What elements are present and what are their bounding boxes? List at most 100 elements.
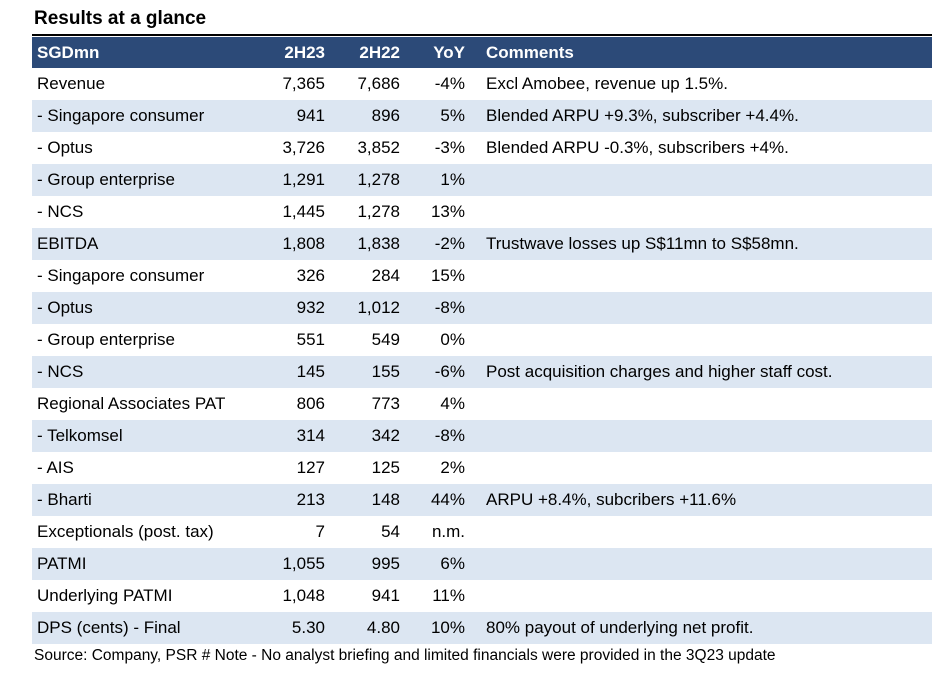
- cell-2h23: 1,808: [282, 234, 325, 253]
- cell-2h22: 148: [371, 490, 400, 509]
- cell-2h22: 549: [371, 330, 400, 349]
- cell-comment: Post acquisition charges and higher staf…: [486, 362, 833, 381]
- cell-2h23: 326: [296, 266, 325, 285]
- cell-yoy: 5%: [440, 106, 465, 125]
- cell-2h23: 1,048: [282, 586, 325, 605]
- cell-yoy: 4%: [440, 394, 465, 413]
- table-row: - Telkomsel 314 342 -8%: [32, 420, 932, 452]
- header-yoy: YoY: [433, 42, 465, 62]
- table-row: - NCS 145 155 -6% Post acquisition charges a…: [32, 356, 932, 388]
- cell-yoy: -2%: [434, 234, 465, 253]
- cell-comment: [471, 452, 932, 484]
- cell-comment: [471, 196, 932, 228]
- cell-comment: [471, 324, 932, 356]
- cell-2h22: 896: [371, 106, 400, 125]
- cell-comment: Blended ARPU -0.3%, subscribers +4%.: [486, 138, 789, 157]
- cell-2h22: 7,686: [357, 74, 400, 93]
- cell-2h23: 941: [296, 106, 325, 125]
- row-label: DPS (cents) - Final: [37, 618, 181, 637]
- row-label: - AIS: [37, 458, 74, 477]
- table-row: - Singapore consumer 941 896 5% Blended ARPU…: [32, 100, 932, 132]
- table-header-row: SGDmn 2H23 2H22 YoY Comments: [32, 37, 932, 68]
- table-body: Revenue 7,365 7,686 -4% Excl Amobee, revenue…: [32, 68, 932, 644]
- source-note: Source: Company, PSR # Note - No analyst…: [34, 647, 776, 664]
- cell-comment: Trustwave losses up S$11mn to S$58mn.: [486, 234, 799, 253]
- row-label: - Telkomsel: [37, 426, 123, 445]
- cell-2h23: 7: [315, 522, 325, 541]
- table-row: DPS (cents) - Final 5.30 4.80 10% 80% payout…: [32, 612, 932, 644]
- header-2h22: 2H22: [359, 42, 400, 62]
- cell-comment: Excl Amobee, revenue up 1.5%.: [486, 74, 728, 93]
- cell-yoy: 0%: [440, 330, 465, 349]
- cell-yoy: 44%: [430, 490, 465, 509]
- title-rule: [32, 34, 932, 36]
- cell-yoy: -4%: [434, 74, 465, 93]
- cell-comment: [471, 164, 932, 196]
- cell-comment: [471, 292, 932, 324]
- table-row: - Optus 3,726 3,852 -3% Blended ARPU -0.3%, …: [32, 132, 932, 164]
- cell-comment: ARPU +8.4%, subcribers +11.6%: [486, 490, 737, 509]
- cell-yoy: -8%: [434, 426, 465, 445]
- cell-2h22: 284: [371, 266, 400, 285]
- row-label: - Optus: [37, 298, 93, 317]
- cell-2h22: 1,838: [357, 234, 400, 253]
- table-row: - Bharti 213 148 44% ARPU +8.4%, subcribers …: [32, 484, 932, 516]
- row-label: - Singapore consumer: [37, 106, 205, 125]
- cell-yoy: -8%: [434, 298, 465, 317]
- row-label: - NCS: [37, 362, 84, 381]
- cell-comment: [471, 548, 932, 580]
- table-row: - AIS 127 125 2%: [32, 452, 932, 484]
- table-row: EBITDA 1,808 1,838 -2% Trustwave losses up S…: [32, 228, 932, 260]
- cell-2h22: 155: [371, 362, 400, 381]
- cell-comment: [471, 260, 932, 292]
- cell-yoy: 6%: [440, 554, 465, 573]
- table-row: - Group enterprise 551 549 0%: [32, 324, 932, 356]
- table-row: - Optus 932 1,012 -8%: [32, 292, 932, 324]
- cell-2h23: 1,291: [282, 170, 325, 189]
- cell-2h23: 932: [296, 298, 325, 317]
- page-title: Results at a glance: [34, 8, 207, 29]
- row-label: - Group enterprise: [37, 330, 175, 349]
- cell-2h23: 213: [296, 490, 325, 509]
- row-label: PATMI: [37, 554, 87, 573]
- table-row: - NCS 1,445 1,278 13%: [32, 196, 932, 228]
- cell-2h22: 995: [371, 554, 400, 573]
- cell-comment: [471, 516, 932, 548]
- row-label: - Optus: [37, 138, 93, 157]
- cell-2h23: 3,726: [282, 138, 325, 157]
- table-row: Underlying PATMI 1,048 941 11%: [32, 580, 932, 612]
- cell-comment: 80% payout of underlying net profit.: [486, 618, 754, 637]
- cell-comment: [471, 388, 932, 420]
- cell-comment: Blended ARPU +9.3%, subscriber +4.4%.: [486, 106, 799, 125]
- results-table: SGDmn 2H23 2H22 YoY Comments Revenue 7,36…: [32, 37, 932, 644]
- cell-2h22: 1,278: [357, 202, 400, 221]
- cell-2h22: 54: [381, 522, 400, 541]
- cell-2h23: 127: [296, 458, 325, 477]
- cell-yoy: 1%: [440, 170, 465, 189]
- cell-yoy: 10%: [430, 618, 465, 637]
- row-label: - Singapore consumer: [37, 266, 205, 285]
- cell-2h22: 941: [371, 586, 400, 605]
- cell-yoy: n.m.: [431, 522, 465, 541]
- cell-yoy: -6%: [434, 362, 465, 381]
- cell-yoy: -3%: [434, 138, 465, 157]
- row-label: Exceptionals (post. tax): [37, 522, 214, 541]
- table-row: Revenue 7,365 7,686 -4% Excl Amobee, revenue…: [32, 68, 932, 100]
- header-2h23: 2H23: [284, 42, 325, 62]
- cell-yoy: 2%: [440, 458, 465, 477]
- cell-2h22: 1,278: [357, 170, 400, 189]
- row-label: - NCS: [37, 202, 84, 221]
- table-row: PATMI 1,055 995 6%: [32, 548, 932, 580]
- cell-2h23: 7,365: [282, 74, 325, 93]
- cell-2h22: 4.80: [366, 618, 400, 637]
- cell-2h22: 342: [371, 426, 400, 445]
- row-label: - Bharti: [37, 490, 92, 509]
- cell-2h23: 806: [296, 394, 325, 413]
- table-row: - Singapore consumer 326 284 15%: [32, 260, 932, 292]
- row-label: Revenue: [37, 74, 106, 93]
- cell-2h22: 3,852: [357, 138, 400, 157]
- cell-2h23: 1,055: [282, 554, 325, 573]
- header-comments: Comments: [486, 42, 574, 62]
- cell-yoy: 11%: [432, 586, 465, 605]
- row-label: - Group enterprise: [37, 170, 175, 189]
